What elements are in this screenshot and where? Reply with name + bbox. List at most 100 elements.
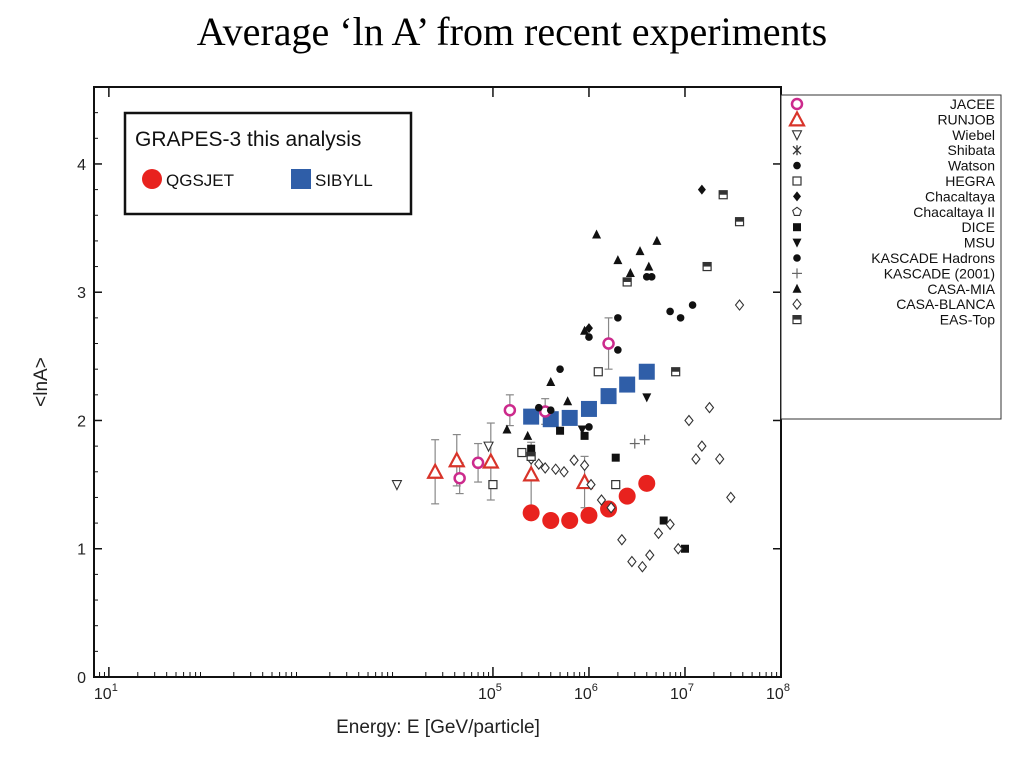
- casa-mia-point: [652, 235, 662, 245]
- wiebel-legend-marker: [791, 130, 803, 142]
- casa-mia-point: [625, 267, 635, 277]
- x-tick-label: 105: [478, 682, 502, 703]
- jacee-point: [503, 403, 517, 417]
- kascade-hadrons-point: [546, 406, 555, 415]
- runjob-point: [426, 462, 444, 479]
- hegra-point: [593, 367, 603, 377]
- x-tick-exponent: 8: [784, 682, 790, 694]
- hegra-point: [488, 480, 498, 490]
- casa-blanca-point: [569, 454, 579, 467]
- x-tick-exponent: 1: [112, 682, 118, 694]
- y-tick-label: 2: [77, 413, 86, 430]
- y-tick-label: 3: [77, 285, 86, 302]
- qgsjet-point: [618, 487, 636, 505]
- casa-blanca-point: [704, 401, 715, 414]
- wiebel-point: [483, 441, 494, 453]
- casa-mia-point: [546, 377, 556, 386]
- casa-mia-legend-label: CASA-MIA: [927, 281, 995, 297]
- eas-top-point: [671, 367, 681, 377]
- casa-blanca-point: [684, 414, 694, 427]
- casa-blanca-point: [550, 463, 561, 476]
- casa-mia-point: [613, 255, 623, 265]
- sibyll-point: [600, 388, 617, 405]
- casa-blanca-point: [579, 459, 590, 472]
- jacee-legend-label: JACEE: [950, 96, 995, 112]
- kascade-hadrons-point: [688, 301, 697, 309]
- x-tick-exponent: 7: [688, 682, 694, 694]
- inset-legend-title: GRAPES-3 this analysis: [135, 128, 361, 151]
- chacaltaya-legend-label: Chacaltaya: [925, 188, 995, 204]
- qgsjet-point: [542, 512, 560, 530]
- sibyll-point: [561, 409, 578, 426]
- qgsjet-point: [561, 512, 579, 530]
- series-legend-frame: [780, 94, 1002, 420]
- dice-point: [680, 544, 689, 553]
- casa-mia-point: [563, 396, 573, 406]
- qgsjet-point: [522, 504, 540, 522]
- chacaltaya-point: [697, 184, 706, 195]
- casa-mia-point: [635, 246, 645, 256]
- hegra-legend-label: HEGRA: [945, 173, 995, 189]
- kascade-2001-point: [639, 434, 650, 445]
- series-legend-items: JACEERUNJOBWiebelShibataWatsonHEGRAChaca…: [788, 96, 996, 328]
- y-tick-label: 4: [77, 157, 86, 174]
- x-axis-title: Energy: E [GeV/particle]: [336, 717, 540, 738]
- runjob-point: [522, 465, 540, 482]
- casa-blanca-point: [627, 555, 637, 568]
- x-tick-exponent: 5: [496, 682, 502, 694]
- dice-legend-marker: [793, 223, 801, 232]
- casa-mia-point: [523, 430, 533, 440]
- jacee-point: [471, 456, 485, 470]
- casa-mia-point: [580, 325, 590, 335]
- eas-top-point: [702, 261, 712, 272]
- casa-blanca-point: [665, 518, 675, 531]
- chacaltaya-legend-marker: [793, 191, 801, 202]
- eas-top-point: [622, 277, 632, 287]
- sibyll-point: [523, 408, 540, 425]
- dice-point: [580, 431, 589, 440]
- sibyll-point: [619, 376, 636, 393]
- sibyll-point: [638, 363, 655, 380]
- x-tick-label: 106: [574, 682, 598, 703]
- dice-point: [556, 426, 565, 435]
- casa-blanca-point: [653, 527, 664, 540]
- kascade-2001-legend-label: KASCADE (2001): [884, 265, 995, 281]
- inset-sibyll-label: SIBYLL: [315, 171, 373, 190]
- hegra-point: [611, 480, 621, 490]
- eas-top-legend-label: EAS-Top: [940, 312, 995, 328]
- kascade-hadrons-point: [676, 314, 685, 322]
- jacee-point: [453, 471, 466, 485]
- watson-point: [556, 365, 564, 373]
- casa-blanca-point: [534, 458, 544, 470]
- watson-point: [614, 346, 622, 354]
- kascade-2001-point: [629, 438, 640, 449]
- qgsjet-point: [638, 474, 656, 492]
- data-points: [391, 184, 745, 573]
- casa-blanca-point: [617, 533, 627, 546]
- msu-point: [577, 425, 587, 435]
- y-axis-ticks: 0 1 2 3 4: [77, 112, 781, 687]
- casa-blanca-point: [540, 462, 550, 474]
- inset-legend-frame: [123, 111, 413, 216]
- casa-blanca-point: [726, 491, 736, 504]
- watson-legend-marker: [793, 161, 801, 170]
- jacee-point: [602, 337, 615, 350]
- y-tick-label: 1: [77, 542, 86, 559]
- y-axis-title: <lnA>: [31, 357, 52, 407]
- kascade-hadrons-point: [585, 333, 593, 341]
- runjob-legend-label: RUNJOB: [937, 111, 995, 127]
- kascade-hadrons-legend-label: KASCADE Hadrons: [871, 250, 995, 266]
- casa-blanca-legend-marker: [792, 298, 802, 311]
- wiebel-legend-label: Wiebel: [952, 127, 995, 143]
- x-tick-label: 107: [670, 682, 694, 703]
- casa-blanca-point: [697, 440, 707, 453]
- dice-point: [659, 516, 668, 525]
- eas-top-legend-marker: [792, 315, 802, 325]
- casa-mia-point: [644, 261, 654, 271]
- inset-qgsjet-label: QGSJET: [166, 171, 234, 190]
- dice-point: [527, 444, 536, 453]
- kascade-hadrons-legend-marker: [793, 254, 801, 262]
- eas-top-point: [526, 451, 536, 461]
- chacaltaya-ii-legend-label: Chacaltaya II: [913, 204, 995, 220]
